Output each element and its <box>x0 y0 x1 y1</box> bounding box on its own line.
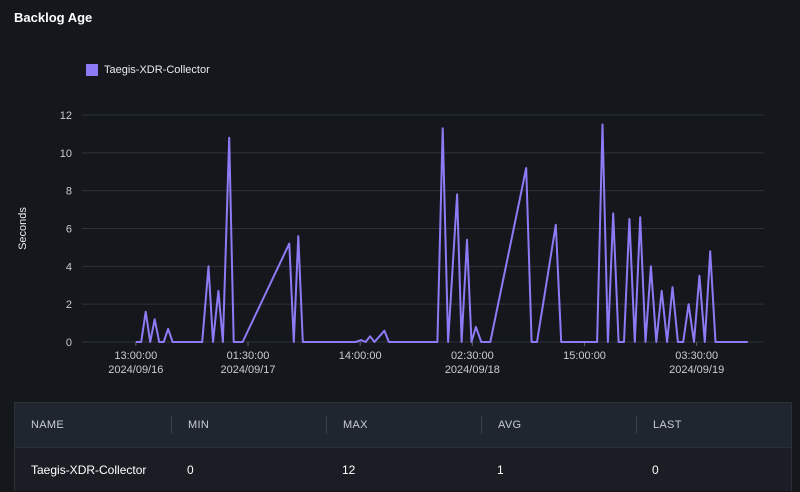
y-tick-label: 12 <box>60 110 72 122</box>
y-tick-label: 2 <box>66 299 72 311</box>
table-header: NAME MIN MAX AVG LAST <box>15 403 791 448</box>
table-row[interactable]: Taegis-XDR-Collector 0 12 1 0 <box>15 448 791 492</box>
row-avg: 1 <box>497 463 504 477</box>
summary-table: NAME MIN MAX AVG LAST Taegis-XDR-Collect… <box>14 402 792 491</box>
x-tick-label: 02:30:00 <box>451 350 494 362</box>
y-tick-label: 8 <box>66 186 72 198</box>
x-tick-label: 01:30:00 <box>227 350 270 362</box>
x-tick-label: 13:00:00 <box>114 350 157 362</box>
y-tick-label: 4 <box>66 261 72 273</box>
chart-legend[interactable]: Taegis-XDR-Collector <box>86 64 210 76</box>
y-tick-label: 10 <box>60 148 72 160</box>
y-tick-label: 0 <box>66 337 72 349</box>
header-min[interactable]: MIN <box>171 416 326 434</box>
x-tick-label: 14:00:00 <box>339 350 382 362</box>
x-tick-date-label: 2024/09/19 <box>669 364 724 376</box>
header-last[interactable]: LAST <box>636 416 791 434</box>
y-tick-label: 6 <box>66 224 72 236</box>
x-tick-label: 15:00:00 <box>563 350 606 362</box>
header-name[interactable]: NAME <box>31 419 64 431</box>
panel-title: Backlog Age <box>14 10 93 25</box>
legend-label[interactable]: Taegis-XDR-Collector <box>104 64 210 76</box>
row-last: 0 <box>652 463 659 477</box>
row-max: 12 <box>342 463 356 477</box>
x-tick-label: 03:30:00 <box>675 350 718 362</box>
header-avg[interactable]: AVG <box>481 416 636 434</box>
x-tick-date-label: 2024/09/17 <box>220 364 275 376</box>
series-line <box>135 123 748 343</box>
row-min: 0 <box>187 463 194 477</box>
header-max[interactable]: MAX <box>326 416 481 434</box>
x-tick-date-label: 2024/09/16 <box>108 364 163 376</box>
legend-swatch <box>86 64 98 76</box>
backlog-age-chart[interactable]: 0 2 4 6 8 10 12 Seconds 13:00:00 2024/09/16 01:30:… <box>0 95 800 395</box>
x-tick-date-label: 2024/09/18 <box>445 364 500 376</box>
y-axis-label: Seconds <box>17 207 29 250</box>
row-name: Taegis-XDR-Collector <box>31 463 147 477</box>
